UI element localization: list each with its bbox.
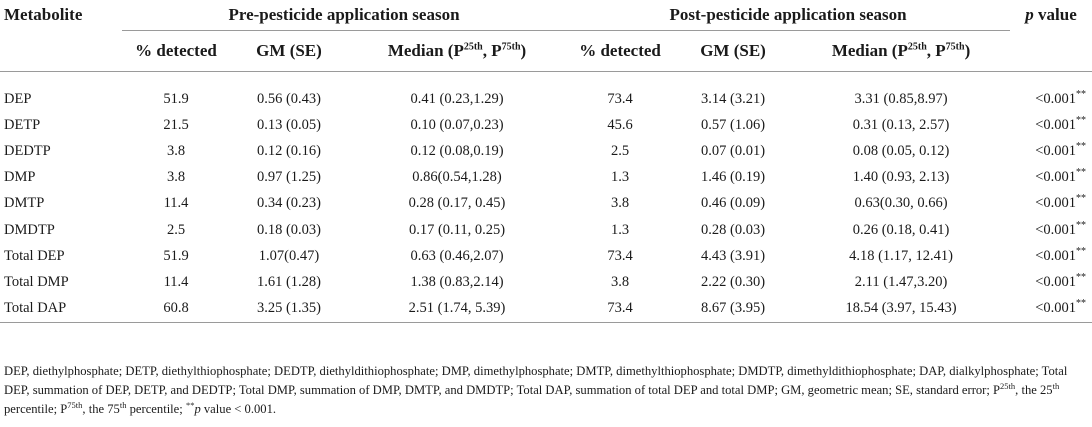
post-median: 18.54 (3.97, 15.43) [792,295,1011,323]
pre-gm: 0.18 (0.03) [256,221,322,238]
metabolite-name: DEDTP [4,142,51,159]
p-value: <0.001** [1035,88,1087,107]
table-row: DEDTP 3.8 0.12 (0.16) 0.12 (0.08,0.19) 2… [0,138,1092,164]
post-median: 0.26 (0.18, 0.41) [852,221,950,238]
post-gm: 8.67 (3.95) [674,295,793,323]
pre-detected: 51.9 [163,90,189,107]
post-detected: 45.6 [607,116,633,133]
p-value: <0.001** [1035,245,1087,264]
pre-season-header: Pre-pesticide application season [122,0,567,31]
p-value: <0.001** [1035,193,1087,212]
pre-gm: 0.12 (0.16) [256,142,322,159]
pre-detected: 3.8 [166,169,186,186]
pre-median: 0.12 (0.08,0.19) [410,142,504,159]
pre-gm-header: GM (SE) [230,30,348,72]
pre-detected: 11.4 [163,273,189,290]
p-value: <0.001** [1035,167,1087,186]
post-median: 1.40 (0.93, 2.13) [852,169,950,186]
pre-detected: 21.5 [163,116,189,133]
metabolite-header: Metabolite [4,5,83,25]
post-gm: 0.28 (0.03) [701,221,766,238]
p-value: <0.001** [1010,295,1092,323]
pre-median: 0.41 (0.23,1.29) [410,90,504,107]
post-detected: 73.4 [607,90,633,107]
pre-detected: 2.5 [166,221,186,238]
pre-median: 0.17 (0.11, 0.25) [408,221,506,238]
metabolite-name: Total DMP [4,273,69,290]
pre-detected: 51.9 [163,247,189,264]
pre-detected: 60.8 [122,295,230,323]
pre-gm: 0.97 (1.25) [256,169,322,186]
post-detected: 3.8 [610,273,630,290]
pre-median-header: Median (P25th, P75th) [348,30,567,72]
table-row: Total DAP 60.8 3.25 (1.35) 2.51 (1.74, 5… [0,295,1092,323]
pre-gm: 0.13 (0.05) [256,116,322,133]
metabolite-table: Metabolite Pre-pesticide application sea… [0,0,1092,323]
post-median: 0.63(0.30, 0.66) [854,195,948,212]
metabolite-name: DMP [4,169,36,186]
post-season-header: Post-pesticide application season [566,0,1011,31]
pre-gm: 0.34 (0.23) [256,195,322,212]
p-value: <0.001** [1035,114,1087,133]
table-row: DMTP 11.4 0.34 (0.23) 0.28 (0.17, 0.45) … [0,191,1092,217]
pre-median: 2.51 (1.74, 5.39) [348,295,567,323]
pre-detected: 3.8 [166,142,186,159]
post-median: 3.31 (0.85,8.97) [854,90,948,107]
post-median: 2.11 (1.47,3.20) [854,273,948,290]
post-gm: 0.07 (0.01) [701,142,766,159]
post-median: 0.08 (0.05, 0.12) [852,142,950,159]
pre-median: 1.38 (0.83,2.14) [410,273,504,290]
table-row: DMP 3.8 0.97 (1.25) 0.86(0.54,1.28) 1.3 … [0,165,1092,191]
table-row: Total DEP 51.9 1.07(0.47) 0.63 (0.46,2.0… [0,243,1092,269]
post-detected: 1.3 [610,221,630,238]
post-gm: 4.43 (3.91) [701,247,766,264]
post-gm: 0.57 (1.06) [701,116,766,133]
post-gm: 0.46 (0.09) [701,195,766,212]
post-detected: 73.4 [607,247,633,264]
post-detected: 3.8 [610,195,630,212]
pre-gm: 3.25 (1.35) [230,295,348,323]
post-median: 4.18 (1.17, 12.41) [849,247,953,264]
post-gm-header: GM (SE) [674,30,793,72]
header-row-2: % detected GM (SE) Median (P25th, P75th)… [0,30,1092,72]
pre-gm: 1.07(0.47) [258,247,320,264]
header-blank [0,30,122,72]
header-blank-end [1010,30,1092,72]
p-value: <0.001** [1035,272,1087,290]
table-row: DETP 21.5 0.13 (0.05) 0.10 (0.07,0.23) 4… [0,112,1092,138]
metabolite-name: Total DAP [0,295,122,323]
post-median-header: Median (P25th, P75th) [792,30,1011,72]
post-gm: 1.46 (0.19) [701,169,766,186]
post-median: 0.31 (0.13, 2.57) [852,116,950,133]
post-gm: 3.14 (3.21) [701,90,766,107]
post-gm: 2.22 (0.30) [701,273,766,290]
pre-gm: 0.56 (0.43) [256,90,322,107]
pre-median: 0.10 (0.07,0.23) [410,116,504,133]
p-value: <0.001** [1035,219,1087,238]
table-footnote: DEP, diethylphosphate; DETP, diethylthio… [4,364,1068,416]
pre-median: 0.63 (0.46,2.07) [410,247,504,264]
pre-detected-header: % detected [122,30,230,72]
metabolite-name: DMTP [4,195,45,212]
pre-median: 0.86(0.54,1.28) [412,169,502,186]
metabolite-name: DEP [4,90,32,107]
header-row-1: Metabolite Pre-pesticide application sea… [0,0,1092,31]
metabolite-name: Total DEP [4,247,65,264]
post-detected-header: % detected [566,30,675,72]
metabolite-name: DETP [4,116,41,133]
table-row: Total DMP 11.4 1.61 (1.28) 1.38 (0.83,2.… [0,269,1092,295]
post-detected: 73.4 [566,295,675,323]
table-row: DEP 51.9 0.56 (0.43) 0.41 (0.23,1.29) 73… [0,86,1092,112]
p-value-header: p value [1025,5,1077,25]
pre-detected: 11.4 [163,195,189,212]
pre-median: 0.28 (0.17, 0.45) [408,195,506,212]
metabolite-name: DMDTP [4,221,55,238]
post-detected: 1.3 [610,169,630,186]
pre-gm: 1.61 (1.28) [256,273,322,290]
table-row: DMDTP 2.5 0.18 (0.03) 0.17 (0.11, 0.25) … [0,217,1092,243]
p-value: <0.001** [1035,141,1087,159]
post-detected: 2.5 [610,142,630,159]
